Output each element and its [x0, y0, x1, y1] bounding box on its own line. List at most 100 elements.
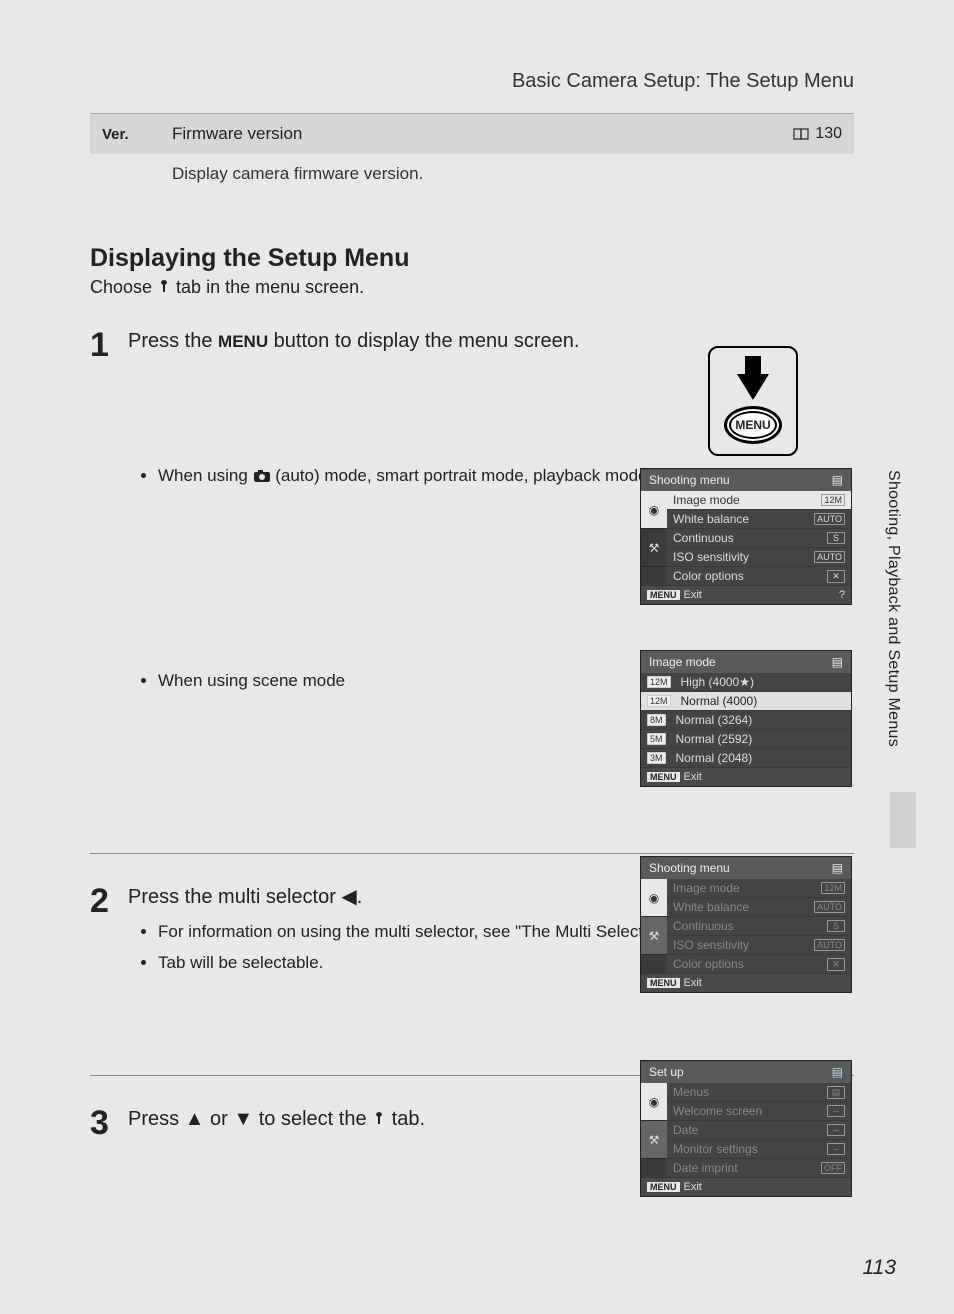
- row-value: --: [827, 1143, 845, 1155]
- step-2-num: 2: [90, 884, 128, 1053]
- lcd-body: ◉ ⚒ Image mode12MWhite balanceAUTOContin…: [641, 879, 851, 974]
- row-value: --: [827, 1124, 845, 1136]
- row-label: Monitor settings: [673, 1142, 758, 1156]
- exit-label[interactable]: Exit: [684, 977, 702, 989]
- page-number: 113: [863, 1256, 896, 1280]
- firmware-desc: Display camera firmware version.: [90, 154, 854, 184]
- arrow-down-icon: [737, 374, 769, 400]
- page-ref: 130: [793, 125, 842, 143]
- menu-row[interactable]: ISO sensitivityAUTO: [667, 548, 851, 567]
- menu-row[interactable]: Menus ▤: [667, 1083, 851, 1102]
- row-label: Normal (3264): [676, 713, 753, 727]
- row-label: Normal (2048): [676, 751, 753, 765]
- image-mode-row[interactable]: 8M Normal (3264): [641, 711, 851, 730]
- lcd-rows: Image mode12MWhite balanceAUTOContinuous…: [667, 879, 851, 974]
- exit-label[interactable]: Exit: [684, 589, 702, 601]
- side-tab: [890, 792, 916, 848]
- menu-row[interactable]: Continuous S: [667, 529, 851, 548]
- menu-row[interactable]: Welcome screen--: [667, 1102, 851, 1121]
- image-mode-row[interactable]: 5M Normal (2592): [641, 730, 851, 749]
- lcd-footer: MENU Exit: [641, 768, 851, 786]
- s3-post: tab.: [386, 1108, 425, 1130]
- menu-row[interactable]: ContinuousS: [667, 917, 851, 936]
- image-mode-row[interactable]: 12MHigh (4000★): [641, 673, 851, 692]
- menu-word: MENU: [218, 332, 268, 351]
- row-value: S: [827, 532, 845, 544]
- row-label: White balance: [673, 900, 749, 914]
- lcd-rows: Image mode12MWhite balanceAUTOContinuous…: [667, 491, 851, 586]
- spacer3: [128, 983, 854, 1053]
- lcd-shooting-menu: Shooting menu ▤ ◉ ⚒ Image mode12MWhite b…: [640, 468, 852, 605]
- menu-row[interactable]: Image mode12M: [667, 491, 851, 510]
- row-label: Menus: [673, 1085, 709, 1099]
- camera-tab[interactable]: ◉: [641, 879, 667, 917]
- wrench-icon: [372, 1111, 386, 1127]
- menu-row[interactable]: Date imprintOFF: [667, 1159, 851, 1178]
- exit-label[interactable]: Exit: [684, 1181, 702, 1193]
- lcd-tabs: ◉ ⚒: [641, 879, 667, 974]
- s2b1-pre: For information on using the multi selec…: [158, 922, 675, 941]
- image-mode-row[interactable]: 12MNormal (4000): [641, 692, 851, 711]
- row-label: Continuous: [673, 531, 734, 545]
- s1-pre: Press the: [128, 330, 218, 352]
- menu-row[interactable]: White balanceAUTO: [667, 510, 851, 529]
- row-label: ISO sensitivity: [673, 938, 749, 952]
- row-value: --: [827, 1105, 845, 1117]
- row-value: ✕: [827, 958, 845, 971]
- menu-row[interactable]: Monitor settings --: [667, 1140, 851, 1159]
- row-label: Color options: [673, 569, 744, 583]
- menu-chip: MENU: [647, 590, 680, 600]
- lcd-rows: Menus▤Welcome screen--Date--Monitor sett…: [667, 1083, 851, 1178]
- lcd-title: Shooting menu ▤: [641, 469, 851, 491]
- sub-pre: Choose: [90, 277, 157, 297]
- menu-oval: MENU: [724, 406, 782, 444]
- image-mode-row[interactable]: 3M Normal (2048): [641, 749, 851, 768]
- camera-tab[interactable]: ◉: [641, 491, 667, 529]
- lcd-footer: MENUExit: [641, 974, 851, 992]
- row-value: 12M: [821, 882, 845, 894]
- lcd-title: Image mode ▤: [641, 651, 851, 673]
- setup-tab[interactable]: ⚒: [641, 529, 667, 567]
- size-badge: 3M: [647, 752, 666, 764]
- row-value: ✕: [827, 570, 845, 583]
- row-label: Color options: [673, 957, 744, 971]
- s1b1-pre: When using: [158, 466, 253, 485]
- setup-tab[interactable]: ⚒: [641, 917, 667, 955]
- row-label: Continuous: [673, 919, 734, 933]
- row-label: Normal (4000): [681, 694, 758, 708]
- s3-pre: Press ▲ or ▼ to select the: [128, 1108, 372, 1130]
- row-value: ▤: [827, 1086, 845, 1099]
- camera-tab[interactable]: ◉: [641, 1083, 667, 1121]
- menu-row[interactable]: Date--: [667, 1121, 851, 1140]
- menu-row[interactable]: Color options ✕: [667, 567, 851, 586]
- lcd-image-mode: Image mode ▤ 12MHigh (4000★)12MNormal (4…: [640, 650, 852, 787]
- menu-row[interactable]: ISO sensitivityAUTO: [667, 936, 851, 955]
- lcd-title-text: Image mode: [649, 655, 716, 669]
- lcd-body: ◉ ⚒ Menus▤Welcome screen--Date--Monitor …: [641, 1083, 851, 1178]
- row-value: AUTO: [814, 551, 845, 563]
- lcd-footer: MENU Exit ?: [641, 586, 851, 604]
- size-badge: 12M: [647, 676, 671, 688]
- menu-row[interactable]: Image mode 12M: [667, 879, 851, 898]
- menu-row[interactable]: White balanceAUTO: [667, 898, 851, 917]
- menu-row[interactable]: Color options ✕: [667, 955, 851, 974]
- menu-chip: MENU: [647, 772, 680, 782]
- step-3-num: 3: [90, 1106, 128, 1283]
- page-ref-num: 130: [815, 125, 842, 143]
- row-label: Image mode: [673, 881, 740, 895]
- lcd-title-text: Shooting menu: [649, 861, 730, 875]
- lcd-tabs: ◉ ⚒: [641, 1083, 667, 1178]
- page: Basic Camera Setup: The Setup Menu Ver. …: [0, 0, 954, 1314]
- row-value: 12M: [821, 494, 845, 506]
- lcd-title-text: Set up: [649, 1065, 684, 1079]
- section-sub: Choose tab in the menu screen.: [90, 273, 854, 298]
- size-badge: 5M: [647, 733, 666, 745]
- size-badge: 8M: [647, 714, 666, 726]
- side-label: Shooting, Playback and Setup Menus: [884, 470, 902, 747]
- page-header: Basic Camera Setup: The Setup Menu: [90, 0, 854, 114]
- ver-icon: Ver.: [102, 126, 172, 143]
- exit-label[interactable]: Exit: [684, 771, 702, 783]
- setup-tab[interactable]: ⚒: [641, 1121, 667, 1159]
- row-label: Normal (2592): [676, 732, 753, 746]
- help-icon[interactable]: ?: [839, 589, 845, 601]
